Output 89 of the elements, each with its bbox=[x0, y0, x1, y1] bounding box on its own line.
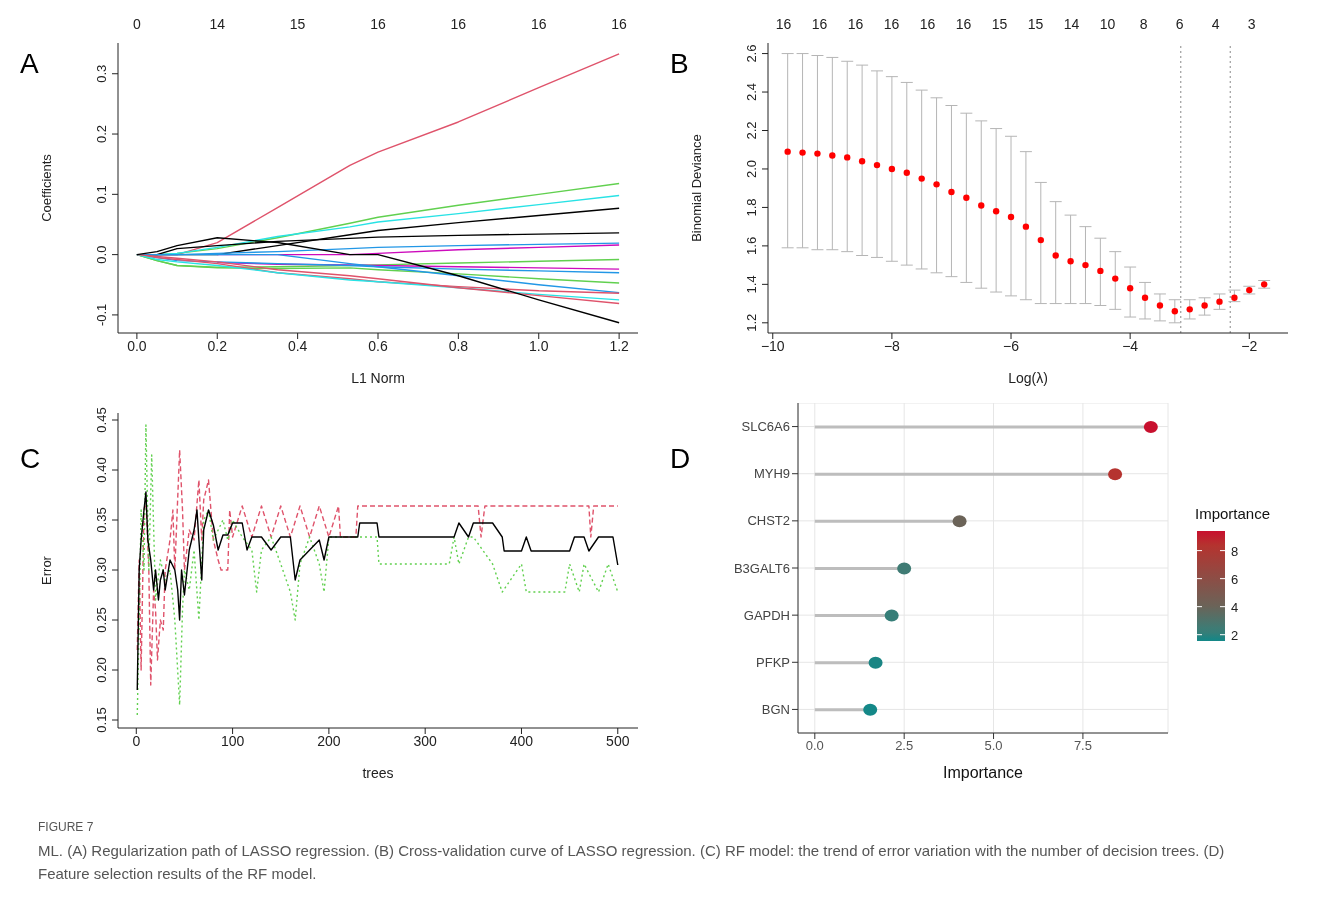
x-axis-title: trees bbox=[362, 765, 394, 781]
y-tick-label: 0.35 bbox=[94, 507, 109, 533]
x-tick-label: −2 bbox=[1241, 337, 1258, 354]
text: 10 bbox=[1099, 16, 1116, 32]
x-tick-label: 7.5 bbox=[1073, 738, 1092, 754]
y-tick-label: 0.3 bbox=[94, 64, 109, 83]
text: 15 bbox=[991, 16, 1008, 32]
x-tick-label: 0.2 bbox=[207, 337, 228, 354]
y-tick-label: SLC6A6 bbox=[741, 419, 790, 435]
x-tick-label: −6 bbox=[1003, 337, 1020, 354]
x-axis-title: Log(λ) bbox=[1008, 370, 1048, 386]
y-tick-label: 0.1 bbox=[94, 185, 109, 204]
color-bar-label: 6 bbox=[1231, 571, 1239, 587]
x-tick-label: 5.0 bbox=[984, 738, 1003, 754]
x-axis-title: Importance bbox=[942, 764, 1024, 781]
y-tick-label: CHST2 bbox=[747, 513, 790, 529]
y-axis-title: Error bbox=[38, 555, 54, 585]
text: C bbox=[20, 443, 41, 475]
color-bar-label: 4 bbox=[1231, 599, 1239, 615]
y-tick-label: 2.6 bbox=[744, 44, 759, 63]
x-tick-label: 0 bbox=[132, 732, 141, 749]
y-tick-label: -0.1 bbox=[94, 303, 109, 327]
y-tick-label: PFKP bbox=[756, 654, 790, 670]
y-axis-title: Binomial Deviance bbox=[688, 134, 704, 242]
y-tick-label: 0.45 bbox=[94, 407, 109, 433]
chart-title: A bbox=[20, 48, 39, 80]
text: 16 bbox=[919, 16, 936, 32]
text: ML. (A) Regularization path of LASSO regression. (B) Cross-validation curve of LASSO regression. (C) RF model: the trend of error variation with the number of decision trees. (D) Feature selection results of the RF model. bbox=[38, 841, 1226, 884]
x-tick-label: 0.6 bbox=[368, 337, 388, 354]
text: 14 bbox=[1063, 16, 1080, 32]
x-tick-label: 0.0 bbox=[805, 738, 824, 754]
text: 16 bbox=[847, 16, 864, 32]
y-tick-label: 0.40 bbox=[94, 457, 109, 483]
text: 3 bbox=[1247, 16, 1256, 32]
color-bar-label: 2 bbox=[1231, 627, 1239, 643]
text: 0 bbox=[132, 16, 141, 32]
text: 16 bbox=[611, 16, 627, 32]
x-tick-label: 1.0 bbox=[529, 337, 549, 354]
text: 16 bbox=[775, 16, 792, 32]
y-tick-label: 0.0 bbox=[94, 245, 109, 264]
y-tick-label: BGN bbox=[761, 702, 790, 718]
x-tick-label: −8 bbox=[883, 337, 901, 354]
x-tick-label: 300 bbox=[413, 732, 438, 749]
text: 15 bbox=[1027, 16, 1044, 32]
x-tick-label: −4 bbox=[1122, 337, 1139, 354]
text: 14 bbox=[209, 16, 226, 32]
text: 15 bbox=[289, 16, 306, 32]
x-tick-label: 0.0 bbox=[127, 337, 147, 354]
y-tick-label: GAPDH bbox=[743, 607, 790, 623]
y-tick-label: 0.25 bbox=[94, 607, 109, 633]
text: 16 bbox=[955, 16, 972, 32]
y-tick-label: 1.8 bbox=[744, 198, 759, 217]
color-bar-title: Importance bbox=[1195, 505, 1271, 522]
chart-title: B bbox=[670, 48, 689, 80]
y-tick-label: 2.2 bbox=[744, 121, 759, 140]
x-tick-label: 1.2 bbox=[609, 337, 630, 354]
text: 8 bbox=[1139, 16, 1148, 32]
x-tick-label: 500 bbox=[606, 732, 630, 749]
text: D bbox=[670, 443, 691, 475]
y-tick-label: 1.2 bbox=[744, 313, 759, 332]
gradient-scale: Importance 2 4 6 8 bbox=[1193, 503, 1303, 653]
x-tick-label: 0.4 bbox=[287, 337, 308, 354]
text: 16 bbox=[811, 16, 828, 32]
text: 16 bbox=[883, 16, 900, 32]
y-tick-label: 2.4 bbox=[744, 83, 759, 102]
x-tick-label: 2.5 bbox=[895, 738, 914, 754]
y-tick-label: 0.15 bbox=[94, 707, 109, 733]
y-tick-label: 1.4 bbox=[744, 275, 759, 294]
x-tick-label: 400 bbox=[509, 732, 534, 749]
x-tick-label: 0.8 bbox=[448, 337, 469, 354]
y-tick-label: B3GALT6 bbox=[733, 560, 790, 576]
text: 16 bbox=[450, 16, 467, 32]
color-bar-label: 8 bbox=[1231, 543, 1239, 559]
caption: FIGURE 7 bbox=[38, 819, 95, 836]
y-axis-title: Coefficients bbox=[38, 153, 54, 222]
y-tick-label: 1.6 bbox=[744, 236, 759, 255]
text: 4 bbox=[1211, 16, 1220, 32]
y-tick-label: MYH9 bbox=[753, 466, 790, 482]
x-tick-label: 100 bbox=[220, 732, 245, 749]
text: 16 bbox=[370, 16, 386, 32]
x-tick-label: 200 bbox=[317, 732, 341, 749]
x-axis-title: L1 Norm bbox=[351, 370, 405, 386]
text: 6 bbox=[1175, 16, 1184, 32]
y-tick-label: 0.20 bbox=[94, 657, 109, 683]
y-tick-label: 2.0 bbox=[744, 159, 759, 178]
x-tick-label: −10 bbox=[760, 337, 785, 354]
y-tick-label: 0.30 bbox=[94, 557, 109, 583]
text: 16 bbox=[530, 16, 547, 32]
y-tick-label: 0.2 bbox=[94, 125, 109, 144]
